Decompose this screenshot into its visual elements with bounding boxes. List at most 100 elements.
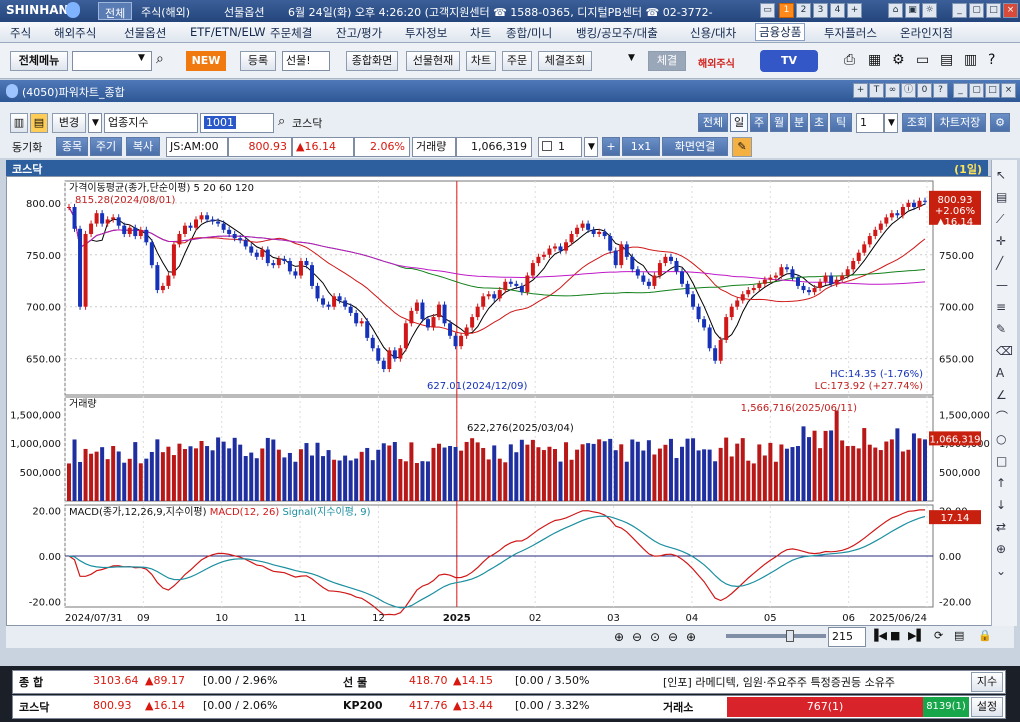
pin-icon[interactable]: ⓘ bbox=[901, 83, 916, 98]
layout-icon[interactable]: ▥ bbox=[964, 52, 978, 68]
menu-financial-products[interactable]: 금융상품 bbox=[755, 23, 806, 41]
menu-order[interactable]: 주문체결 bbox=[270, 26, 313, 40]
selected-screen-field[interactable]: 선물! bbox=[282, 51, 330, 71]
maximize-icon[interactable]: □ bbox=[985, 83, 1000, 98]
period-tick[interactable]: 틱 bbox=[830, 113, 852, 132]
page-button-1[interactable]: 1 bbox=[779, 3, 794, 18]
auto-icon[interactable]: ⟳ bbox=[934, 629, 944, 642]
futures-now-button[interactable]: 선물현재 bbox=[406, 51, 460, 71]
restore-icon[interactable]: ▢ bbox=[969, 3, 984, 18]
gear-icon[interactable]: ⚙ bbox=[990, 113, 1010, 132]
line-icon[interactable]: ╱ bbox=[996, 256, 1004, 270]
add-icon[interactable]: + bbox=[853, 83, 868, 98]
minimize-icon[interactable]: _ bbox=[952, 3, 967, 18]
zoom-in-icon[interactable]: ⊕ bbox=[614, 630, 625, 644]
minus-icon[interactable]: ⊖ bbox=[668, 630, 679, 644]
zoom-reset-icon[interactable]: ⊙ bbox=[650, 630, 661, 644]
prev-icon[interactable]: ■ bbox=[890, 629, 901, 642]
menu-chart[interactable]: 차트 bbox=[470, 26, 492, 40]
arrows-icon[interactable]: ⇄ bbox=[996, 520, 1007, 534]
print-icon[interactable]: ⎙ bbox=[844, 52, 856, 68]
tab-all[interactable]: 전체 bbox=[98, 2, 133, 20]
monitor-icon[interactable]: ▭ bbox=[760, 3, 775, 18]
pen-icon[interactable]: ✎ bbox=[732, 137, 752, 157]
layout-icon[interactable]: ▤ bbox=[30, 113, 48, 133]
help-icon[interactable]: ? bbox=[933, 83, 948, 98]
next-icon[interactable]: ▶▌ bbox=[908, 629, 925, 642]
page-button-2[interactable]: 2 bbox=[796, 3, 811, 18]
period-all[interactable]: 전체 bbox=[698, 113, 728, 132]
combined-screen-button[interactable]: 종합화면 bbox=[346, 51, 398, 71]
cursor-icon[interactable]: ↖ bbox=[996, 168, 1007, 182]
period-minute[interactable]: 분 bbox=[790, 113, 808, 132]
close-icon[interactable]: × bbox=[1001, 83, 1016, 98]
pen-icon[interactable]: ✎ bbox=[996, 322, 1007, 336]
period-week[interactable]: 주 bbox=[750, 113, 768, 132]
chevron-down-icon[interactable]: ▼ bbox=[88, 113, 102, 133]
menu-etf[interactable]: ETF/ETN/ELW bbox=[190, 25, 266, 39]
zero-icon[interactable]: 0 bbox=[917, 83, 932, 98]
price-chart[interactable]: 800.00800.00750.00750.00700.00700.00650.… bbox=[7, 177, 991, 627]
print-icon[interactable]: T bbox=[869, 83, 884, 98]
menu-futures-options[interactable]: 선물옵션 bbox=[124, 26, 167, 40]
order-button[interactable]: 주문 bbox=[502, 51, 532, 71]
page-button-3[interactable]: 3 bbox=[813, 3, 828, 18]
settings-button[interactable]: 설정 bbox=[971, 697, 1003, 717]
fill-inquiry-button[interactable]: 체결조회 bbox=[538, 51, 592, 71]
window-icon[interactable]: ▤ bbox=[940, 52, 954, 68]
checkbox-icon[interactable] bbox=[542, 141, 552, 151]
screen-link-button[interactable]: 화면연결 bbox=[662, 137, 728, 156]
register-button[interactable]: 등록 bbox=[240, 51, 276, 71]
arrow-up-icon[interactable]: ↑ bbox=[996, 476, 1007, 490]
menu-overseas-stock[interactable]: 해외주식 bbox=[54, 26, 97, 40]
trend-icon[interactable]: ⟋ bbox=[996, 212, 1005, 226]
menu-balance[interactable]: 잔고/평가 bbox=[336, 26, 383, 40]
drawing-tools[interactable]: ↖ ▤ ⟋ ✛ ╱ — ≡ ✎ ⌫ A ∠ ⌒ ○ □ ↑ ↓ ⇄ ⊕ ⌄ bbox=[996, 164, 1013, 582]
gear-icon[interactable]: ⚙ bbox=[892, 52, 905, 68]
calculator-icon[interactable]: ▦ bbox=[868, 52, 882, 68]
overseas-stock-link[interactable]: 해외주식 bbox=[698, 59, 735, 70]
period-count[interactable]: 1 bbox=[856, 113, 884, 133]
restore-icon[interactable]: ▢ bbox=[969, 83, 984, 98]
square-icon[interactable]: □ bbox=[996, 454, 1008, 468]
settings-icon[interactable]: ☼ bbox=[922, 3, 937, 18]
index-button[interactable]: 지수 bbox=[971, 672, 1003, 692]
subtab-copy[interactable]: 복사 bbox=[126, 137, 160, 156]
minimize-icon[interactable]: _ bbox=[953, 83, 968, 98]
fibo-icon[interactable]: ≡ bbox=[996, 300, 1007, 314]
home-icon[interactable]: ⌂ bbox=[888, 3, 903, 18]
period-month[interactable]: 월 bbox=[770, 113, 788, 132]
period-second[interactable]: 초 bbox=[810, 113, 828, 132]
chevron-down-icon[interactable]: ▼ bbox=[584, 137, 598, 157]
subtab-cycle[interactable]: 주기 bbox=[90, 137, 122, 156]
eraser-icon[interactable]: ⌫ bbox=[996, 344, 1013, 358]
code-input[interactable]: 1001 bbox=[200, 113, 274, 133]
lock-icon[interactable]: 🔒 bbox=[978, 629, 992, 642]
market-select[interactable]: 업종지수 bbox=[104, 113, 198, 133]
menu-online-branch[interactable]: 온라인지점 bbox=[900, 26, 953, 40]
first-icon[interactable]: ▐◀ bbox=[870, 629, 887, 642]
save-chart-button[interactable]: 차트저장 bbox=[934, 113, 986, 132]
config-icon[interactable]: ▤ bbox=[954, 629, 965, 642]
help-icon[interactable]: ? bbox=[988, 52, 996, 68]
plus-icon[interactable]: ⊕ bbox=[686, 630, 697, 644]
all-menu-button[interactable]: 전체메뉴 bbox=[10, 51, 68, 71]
maximize-icon[interactable]: □ bbox=[986, 3, 1001, 18]
subtab-item[interactable]: 종목 bbox=[56, 137, 88, 156]
layout-count-select[interactable]: 1 bbox=[538, 137, 582, 157]
link-icon[interactable]: ∞ bbox=[885, 83, 900, 98]
arrow-down-icon[interactable]: ↓ bbox=[996, 498, 1007, 512]
menu-invest-plus[interactable]: 투자플러스 bbox=[824, 26, 877, 40]
menu-invest-info[interactable]: 투자정보 bbox=[405, 26, 448, 40]
scroll-track[interactable] bbox=[726, 634, 826, 638]
arc-icon[interactable]: ⌒ bbox=[996, 410, 1009, 424]
fill-button[interactable]: 체결 bbox=[648, 51, 686, 71]
toggle-panel-icon[interactable]: ▥ bbox=[10, 113, 28, 133]
chevron-down-icon[interactable]: ⌄ bbox=[996, 564, 1007, 578]
tab-futures-options[interactable]: 선물옵션 bbox=[224, 6, 265, 19]
menu-stock[interactable]: 주식 bbox=[10, 26, 32, 40]
menu-combined-mini[interactable]: 종합/미니 bbox=[506, 26, 553, 40]
circle-icon[interactable]: ○ bbox=[996, 432, 1007, 446]
angle-icon[interactable]: ∠ bbox=[996, 388, 1007, 402]
cross-icon[interactable]: ✛ bbox=[996, 234, 1007, 248]
